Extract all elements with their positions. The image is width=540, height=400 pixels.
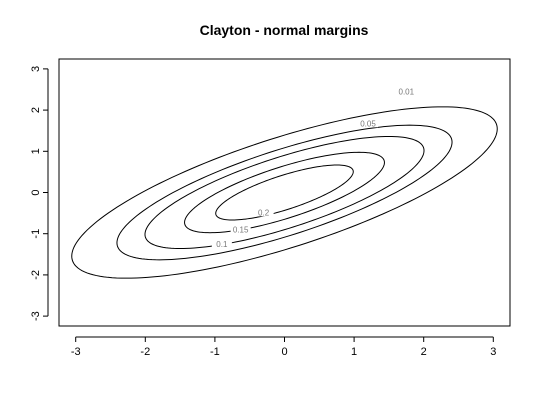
x-axis: -3 -2 -1 0 1 2 3 bbox=[71, 336, 496, 358]
contour-label-backdrop bbox=[358, 118, 379, 128]
contour-line bbox=[116, 124, 453, 261]
x-tick-label: -3 bbox=[71, 346, 81, 358]
y-tick-label: -2 bbox=[30, 270, 42, 280]
y-tick-label: -3 bbox=[30, 311, 42, 321]
x-tick-label: 1 bbox=[351, 346, 357, 358]
contour-line bbox=[215, 164, 354, 221]
y-tick-label: 1 bbox=[30, 148, 42, 154]
contour-line bbox=[71, 106, 498, 279]
contour-label: 0.01 bbox=[399, 88, 415, 97]
x-tick-label: 0 bbox=[281, 346, 287, 358]
contour-labels: 0.01 0.05 0.1 0.15 0.2 bbox=[211, 86, 417, 249]
x-tick-label: 2 bbox=[421, 346, 427, 358]
x-tick-label: -2 bbox=[140, 346, 150, 358]
contour-label-backdrop bbox=[396, 86, 417, 96]
contour-label: 0.2 bbox=[258, 208, 270, 217]
chart-title: Clayton - normal margins bbox=[200, 22, 369, 38]
contour-label-backdrop bbox=[230, 224, 251, 234]
contour-line bbox=[184, 151, 385, 234]
y-tick-label: -1 bbox=[30, 229, 42, 239]
y-tick-label: 0 bbox=[30, 189, 42, 195]
y-axis: -3 -2 -1 0 1 2 3 bbox=[30, 66, 49, 321]
y-tick-label: 2 bbox=[30, 107, 42, 113]
contour-label-backdrop bbox=[253, 207, 274, 217]
x-tick-label: -1 bbox=[210, 346, 220, 358]
contour-label: 0.05 bbox=[360, 119, 376, 128]
contour-label-backdrop bbox=[211, 239, 232, 249]
y-tick-label: 3 bbox=[30, 66, 42, 72]
contour-label: 0.15 bbox=[233, 226, 249, 235]
contour-label: 0.1 bbox=[216, 240, 228, 249]
x-tick-label: 3 bbox=[490, 346, 496, 358]
plot-frame bbox=[58, 58, 511, 327]
contour-lines bbox=[71, 106, 498, 279]
contour-line bbox=[144, 135, 425, 250]
